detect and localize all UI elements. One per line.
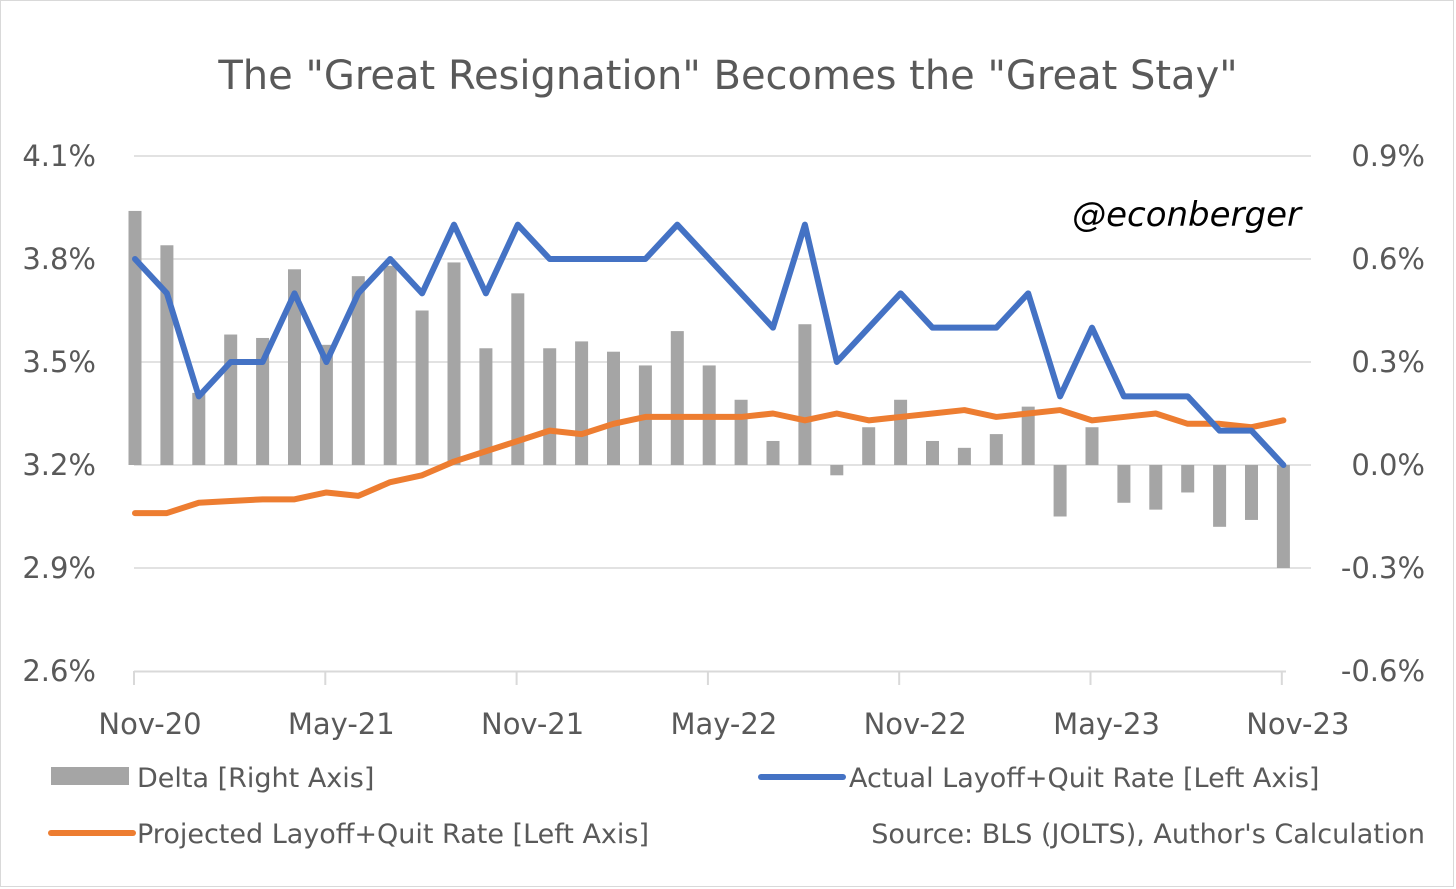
delta-bar [543, 348, 557, 465]
legend-item-delta: Delta [Right Axis] [51, 763, 374, 794]
delta-bar [670, 331, 684, 465]
delta-bar [1085, 427, 1099, 465]
delta-bar [256, 337, 270, 465]
delta-bar [224, 334, 238, 465]
left-tick-label: 3.5% [22, 345, 96, 379]
delta-bar [160, 245, 174, 465]
delta-bar [798, 324, 812, 465]
left-tick-label: 4.1% [22, 139, 96, 173]
delta-bar [1276, 465, 1290, 568]
legend-label-actual: Actual Layoff+Quit Rate [Left Axis] [849, 763, 1319, 794]
right-axis-ticks: 0.9% 0.6% 0.3% 0.0% -0.3% -0.6% [1341, 139, 1425, 688]
delta-bar [1149, 465, 1163, 510]
right-tick-label: -0.3% [1341, 551, 1425, 585]
delta-bar [734, 399, 748, 465]
delta-bar [128, 210, 142, 465]
delta-bar [1245, 465, 1258, 520]
legend-swatch-delta [51, 767, 129, 785]
source-note: Source: BLS (JOLTS), Author's Calculatio… [871, 819, 1425, 850]
chart-title: The "Great Resignation" Becomes the "Gre… [217, 53, 1237, 99]
x-tick-label: Nov-23 [1246, 707, 1349, 741]
x-axis: Nov-20 May-21 Nov-21 May-22 Nov-22 May-23 Nov-… [98, 670, 1349, 741]
delta-bar [415, 310, 429, 465]
left-axis-ticks: 4.1% 3.8% 3.5% 3.2% 2.9% 2.6% [22, 139, 96, 688]
x-tick-label: Nov-21 [481, 707, 584, 741]
x-tick-label: Nov-22 [864, 707, 967, 741]
right-tick-label: 0.0% [1351, 448, 1425, 482]
series-lines [132, 221, 1287, 517]
delta-bar [288, 269, 301, 465]
delta-bar [766, 440, 780, 465]
delta-bar [830, 465, 844, 476]
right-tick-label: 0.3% [1351, 345, 1425, 379]
delta-bars [128, 210, 1290, 568]
legend-label-delta: Delta [Right Axis] [137, 763, 374, 794]
x-tick-label: May-21 [288, 707, 395, 741]
delta-bar [1053, 465, 1067, 517]
delta-bar [1117, 465, 1131, 503]
delta-bar [447, 262, 461, 465]
legend-item-projected: Projected Layoff+Quit Rate [Left Axis] [48, 819, 649, 850]
watermark: @econberger [1072, 195, 1303, 235]
left-tick-label: 2.9% [22, 551, 96, 585]
delta-bar [1181, 465, 1195, 493]
x-tick-label: Nov-20 [98, 707, 201, 741]
delta-bar [989, 434, 1003, 465]
delta-bar [575, 341, 589, 465]
delta-bar [1021, 406, 1035, 465]
legend: Delta [Right Axis] Actual Layoff+Quit Ra… [48, 763, 1425, 850]
delta-bar [1213, 465, 1227, 527]
legend-item-actual: Actual Layoff+Quit Rate [Left Axis] [758, 763, 1319, 794]
projected-rate-line [132, 407, 1287, 517]
x-tick-label: May-23 [1053, 707, 1160, 741]
delta-bar [479, 348, 493, 465]
delta-bar [894, 399, 908, 465]
delta-bar [192, 392, 206, 465]
delta-bar [607, 351, 620, 465]
left-tick-label: 3.2% [22, 448, 96, 482]
left-tick-label: 2.6% [22, 654, 96, 688]
delta-bar [351, 276, 365, 465]
legend-label-projected: Projected Layoff+Quit Rate [Left Axis] [137, 819, 649, 850]
left-tick-label: 3.8% [22, 242, 96, 276]
delta-bar [319, 344, 333, 465]
delta-bar [926, 440, 939, 465]
delta-bar [511, 293, 525, 465]
right-tick-label: 0.6% [1351, 242, 1425, 276]
actual-rate-line [132, 221, 1287, 468]
delta-bar [862, 427, 876, 465]
right-tick-label: -0.6% [1341, 654, 1425, 688]
delta-bar [957, 447, 971, 465]
delta-bar [383, 265, 397, 465]
x-tick-label: May-22 [670, 707, 777, 741]
right-tick-label: 0.9% [1351, 139, 1425, 173]
